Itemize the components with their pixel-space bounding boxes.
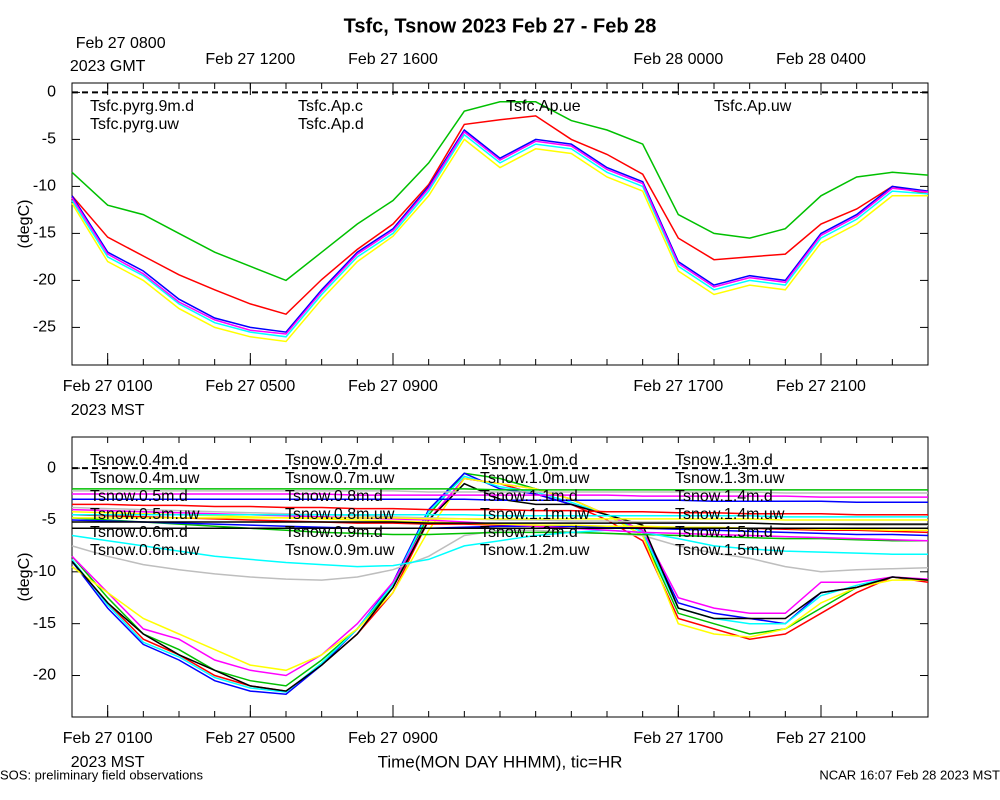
legend-label: Tsnow.1.3m.d	[675, 452, 773, 469]
legend-label: Tsfc.Ap.ue	[506, 98, 581, 115]
y-tick-label: -15	[33, 225, 56, 242]
legend-label: Tsnow.0.9m.d	[285, 524, 383, 541]
legend-label: Tsnow.1.5m.uw	[675, 542, 785, 559]
x-tick-label: Feb 27 1700	[633, 730, 723, 747]
series-line	[72, 490, 928, 494]
series-line	[72, 521, 928, 525]
y-tick-label: -25	[33, 319, 56, 336]
legend-label: Tsnow.1.3m.uw	[675, 470, 785, 487]
y-axis-title: (degC)	[16, 200, 33, 249]
x-tick-label: Feb 27 0100	[63, 378, 153, 395]
plot-frame	[71, 82, 929, 366]
x-tick-label: Feb 27 1700	[633, 378, 723, 395]
chart-title: Tsfc, Tsnow 2023 Feb 27 - Feb 28	[344, 15, 657, 37]
legend-label: Tsnow.0.5m.d	[90, 488, 188, 505]
y-tick-label: -10	[33, 178, 56, 195]
legend-label: Tsnow.1.1m.d	[480, 488, 578, 505]
series-line	[71, 529, 929, 581]
x-axis-title: Time(MON DAY HHMM), tic=HR	[378, 752, 623, 771]
series-line	[71, 514, 929, 534]
legend-label: Tsnow.1.4m.uw	[675, 506, 785, 523]
legend-label: Tsnow.1.0m.d	[480, 452, 578, 469]
y-tick-label: -20	[33, 272, 56, 289]
series-line	[71, 475, 929, 693]
legend-label: Tsnow.0.7m.uw	[285, 470, 395, 487]
y-tick-label: -5	[42, 511, 56, 528]
series-line	[71, 138, 928, 343]
series-line	[71, 133, 929, 338]
series-line	[71, 101, 929, 282]
series-line	[72, 493, 928, 498]
x-tick-label: Feb 27 0900	[348, 730, 438, 747]
x-sub-label: 2023 MST	[71, 754, 145, 771]
x-sub-label: 2023 MST	[71, 402, 145, 419]
legend-label: Tsnow.0.6m.d	[90, 524, 188, 541]
x2-tick-label: Feb 27 1200	[205, 51, 295, 68]
legend-label: Tsnow.1.5m.d	[675, 524, 773, 541]
x2-tick-label: Feb 27 1600	[348, 51, 438, 68]
y-tick-label: 0	[47, 84, 56, 101]
legend-label: Tsnow.1.1m.uw	[480, 506, 590, 523]
x2-sub-label: 2023 GMT	[70, 58, 146, 75]
legend-label: Tsfc.Ap.c	[298, 98, 363, 115]
legend-label: Tsnow.1.2m.d	[480, 524, 578, 541]
series-line	[71, 529, 928, 568]
x-tick-label: Feb 27 0100	[63, 730, 153, 747]
series-line	[71, 477, 928, 672]
legend-label: Tsnow.0.4m.uw	[90, 470, 200, 487]
x2-tick-label: Feb 27 0800	[76, 35, 166, 52]
x-tick-label: Feb 27 2100	[776, 730, 866, 747]
series-line	[71, 130, 929, 335]
legend-label: Tsfc.Ap.uw	[714, 98, 792, 115]
x-tick-label: Feb 27 0900	[348, 378, 438, 395]
footer-right: NCAR 16:07 Feb 28 2023 MST	[819, 767, 1000, 782]
y-tick-label: -10	[33, 563, 56, 580]
legend-label: Tsnow.1.4m.d	[675, 488, 773, 505]
legend-label: Tsnow.0.8m.d	[285, 488, 383, 505]
legend-label: Tsfc.Ap.d	[298, 116, 364, 133]
legend-label: Tsnow.0.7m.d	[285, 452, 383, 469]
y-tick-label: -15	[33, 615, 56, 632]
legend-label: Tsnow.0.5m.uw	[90, 506, 200, 523]
x2-tick-label: Feb 28 0400	[776, 51, 866, 68]
y-tick-label: -20	[33, 667, 56, 684]
footer-left: SOS: preliminary field observations	[0, 767, 204, 782]
legend-label: Tsnow.0.6m.uw	[90, 542, 200, 559]
x-tick-label: Feb 27 0500	[205, 730, 295, 747]
x2-tick-label: Feb 28 0000	[633, 51, 723, 68]
legend-label: Tsnow.0.4m.d	[90, 452, 188, 469]
x-tick-label: Feb 27 2100	[776, 378, 866, 395]
y-axis-title: (degC)	[16, 553, 33, 602]
legend-label: Tsnow.0.9m.uw	[285, 542, 395, 559]
series-line	[71, 519, 929, 537]
series-line	[71, 482, 929, 692]
x-tick-label: Feb 27 0500	[205, 378, 295, 395]
series-line	[71, 128, 929, 333]
series-line	[71, 517, 928, 542]
series-line	[72, 514, 928, 518]
series-line	[71, 115, 929, 316]
legend-label: Tsnow.1.0m.uw	[480, 470, 590, 487]
series-line	[72, 503, 928, 516]
series-line	[72, 488, 928, 491]
series-line	[72, 517, 928, 521]
y-tick-label: 0	[47, 459, 56, 476]
legend-label: Tsnow.0.8m.uw	[285, 506, 395, 523]
legend-label: Tsnow.1.2m.uw	[480, 542, 590, 559]
legend-label: Tsfc.pyrg.9m.d	[90, 98, 194, 115]
y-tick-label: -5	[42, 131, 56, 148]
legend-label: Tsfc.pyrg.uw	[90, 116, 179, 133]
series-line	[72, 498, 928, 504]
